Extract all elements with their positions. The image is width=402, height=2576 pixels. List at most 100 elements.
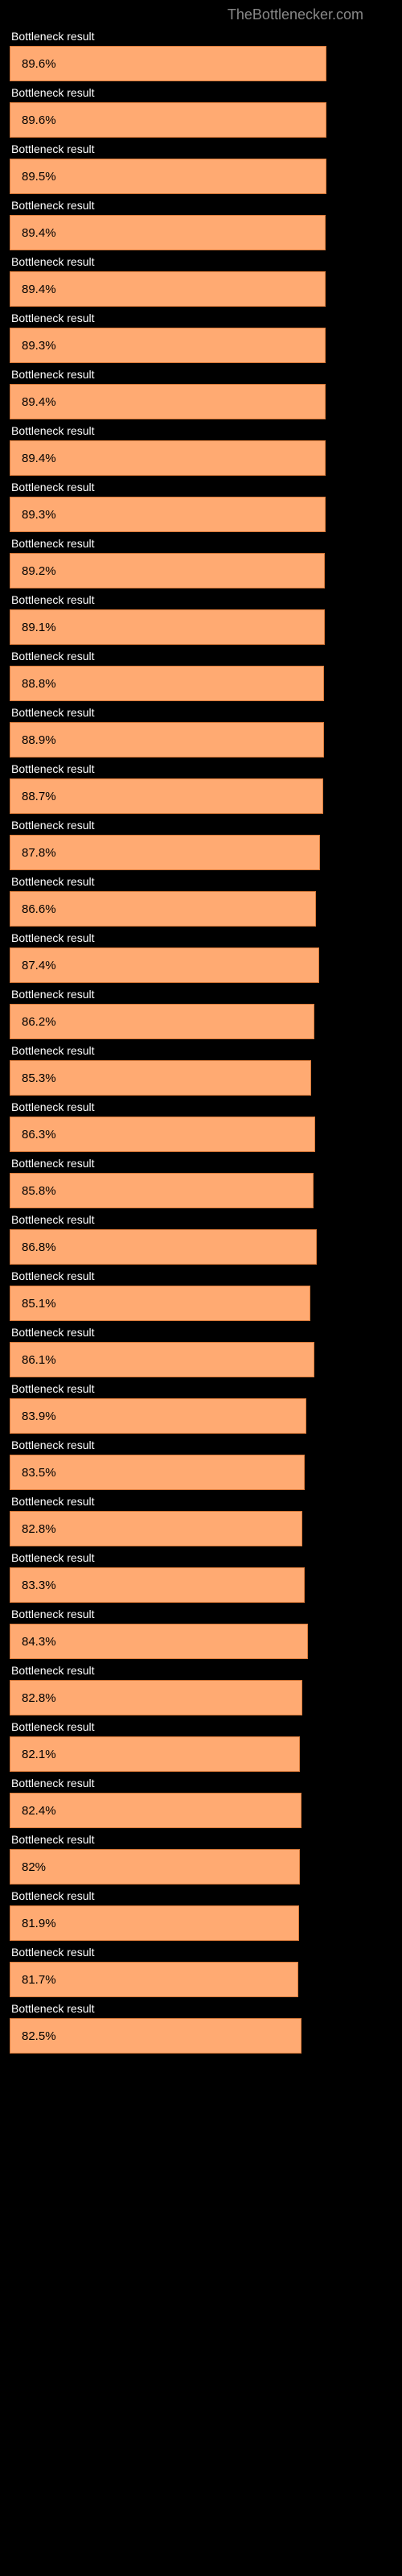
bar-row: Bottleneck result89.4% [10, 199, 363, 250]
bar-label: Bottleneck result [10, 988, 363, 1001]
bar-percentage: 82.1% [22, 1748, 56, 1761]
bar-row: Bottleneck result 89.6% [10, 30, 363, 81]
bar-label: Bottleneck result [10, 368, 363, 381]
bar-percentage: 86.3% [22, 1128, 56, 1141]
bar: 82.8% [10, 1680, 302, 1715]
bar: 89.4% [10, 440, 326, 476]
bar-row: Bottleneck result 85.8% [10, 1157, 363, 1208]
bar-row: Bottleneck result87.8% [10, 819, 363, 870]
bar: 89.4% [10, 215, 326, 250]
bar-label: Bottleneck result [10, 1720, 363, 1733]
bar-label: Bottleneck result [10, 1044, 363, 1057]
bar-row: Bottleneck result 82.1% [10, 1720, 363, 1772]
bar-percentage: 89.5% [22, 170, 56, 184]
bar-percentage: 86.2% [22, 1015, 56, 1029]
bar-row: Bottleneck result89.4% [10, 255, 363, 307]
bar-label: Bottleneck result [10, 931, 363, 944]
bar-wrapper: 82.4% [10, 1793, 363, 1828]
bar-row: Bottleneck result 88.9% [10, 706, 363, 758]
bar-wrapper: 85.3% [10, 1060, 363, 1096]
bar-row: Bottleneck result 89.5% [10, 142, 363, 194]
bar-wrapper: 89.6% [10, 102, 363, 138]
bar-percentage: 87.8% [22, 846, 56, 860]
bar: 82.5% [10, 2018, 302, 2054]
bar-percentage: 85.3% [22, 1071, 56, 1085]
bar-label: Bottleneck result [10, 875, 363, 888]
bar: 89.2% [10, 553, 325, 588]
bar-label: Bottleneck result [10, 1777, 363, 1790]
bar-percentage: 89.1% [22, 621, 56, 634]
bar: 83.9% [10, 1398, 306, 1434]
bar-percentage: 89.2% [22, 564, 56, 578]
bar-percentage: 82.8% [22, 1691, 56, 1705]
bar-label: Bottleneck result [10, 1269, 363, 1282]
bar-row: Bottleneck result 86.8% [10, 1213, 363, 1265]
bar-wrapper: 83.5% [10, 1455, 363, 1490]
bar-row: Bottleneck result82.5% [10, 2002, 363, 2054]
bar-percentage: 89.4% [22, 452, 56, 465]
bar-label: Bottleneck result [10, 593, 363, 606]
bar-percentage: 83.9% [22, 1410, 56, 1423]
bar: 89.4% [10, 271, 326, 307]
bar-label: Bottleneck result [10, 706, 363, 719]
bar-label: Bottleneck result [10, 1833, 363, 1846]
bar-label: Bottleneck result [10, 537, 363, 550]
bar-percentage: 89.3% [22, 339, 56, 353]
bar: 85.3% [10, 1060, 311, 1096]
bar-wrapper: 84.3% [10, 1624, 363, 1659]
bar-row: Bottleneck result 89.4% [10, 424, 363, 476]
bar: 81.7% [10, 1962, 298, 1997]
bar-label: Bottleneck result [10, 1157, 363, 1170]
bar-row: Bottleneck result86.3% [10, 1100, 363, 1152]
bar-label: Bottleneck result [10, 1495, 363, 1508]
bar-label: Bottleneck result [10, 142, 363, 155]
bar: 88.8% [10, 666, 324, 701]
bar-wrapper: 85.8% [10, 1173, 363, 1208]
bar-wrapper: 81.9% [10, 1905, 363, 1941]
bar-row: Bottleneck result89.3% [10, 481, 363, 532]
bar-percentage: 88.9% [22, 733, 56, 747]
bar-percentage: 85.8% [22, 1184, 56, 1198]
bar-label: Bottleneck result [10, 1213, 363, 1226]
bar-row: Bottleneck result 87.4% [10, 931, 363, 983]
bar-row: Bottleneck result85.1% [10, 1269, 363, 1321]
bar-label: Bottleneck result [10, 424, 363, 437]
bar-wrapper: 87.8% [10, 835, 363, 870]
bar-row: Bottleneck result 85.3% [10, 1044, 363, 1096]
bar-wrapper: 82.1% [10, 1736, 363, 1772]
bar-wrapper: 86.2% [10, 1004, 363, 1039]
bar-wrapper: 88.9% [10, 722, 363, 758]
bar-wrapper: 87.4% [10, 947, 363, 983]
bar-percentage: 89.6% [22, 57, 56, 71]
bar-wrapper: 89.4% [10, 215, 363, 250]
bar: 89.3% [10, 497, 326, 532]
bar-label: Bottleneck result [10, 1946, 363, 1959]
bar-row: Bottleneck result82.8% [10, 1495, 363, 1546]
bar-row: Bottleneck result89.3% [10, 312, 363, 363]
bar-wrapper: 89.6% [10, 46, 363, 81]
bar-percentage: 84.3% [22, 1635, 56, 1649]
bar: 89.4% [10, 384, 326, 419]
bar-label: Bottleneck result [10, 30, 363, 43]
bar-wrapper: 89.5% [10, 159, 363, 194]
bar-row: Bottleneck result89.6% [10, 86, 363, 138]
bar-wrapper: 83.9% [10, 1398, 363, 1434]
bar: 82.1% [10, 1736, 300, 1772]
bar: 86.8% [10, 1229, 317, 1265]
bar-wrapper: 88.8% [10, 666, 363, 701]
bar-wrapper: 82.8% [10, 1680, 363, 1715]
bar: 83.3% [10, 1567, 305, 1603]
bar-wrapper: 89.1% [10, 609, 363, 645]
bar-row: Bottleneck result 81.7% [10, 1946, 363, 1997]
bar: 88.7% [10, 778, 323, 814]
bar-row: Bottleneck result83.9% [10, 1382, 363, 1434]
bar-percentage: 82% [22, 1860, 46, 1874]
bar-row: Bottleneck result88.8% [10, 650, 363, 701]
bar: 86.3% [10, 1117, 315, 1152]
bar-percentage: 86.1% [22, 1353, 56, 1367]
bar-wrapper: 86.3% [10, 1117, 363, 1152]
bar-row: Bottleneck result88.7% [10, 762, 363, 814]
bar: 89.5% [10, 159, 326, 194]
bar: 86.2% [10, 1004, 314, 1039]
bar: 83.5% [10, 1455, 305, 1490]
